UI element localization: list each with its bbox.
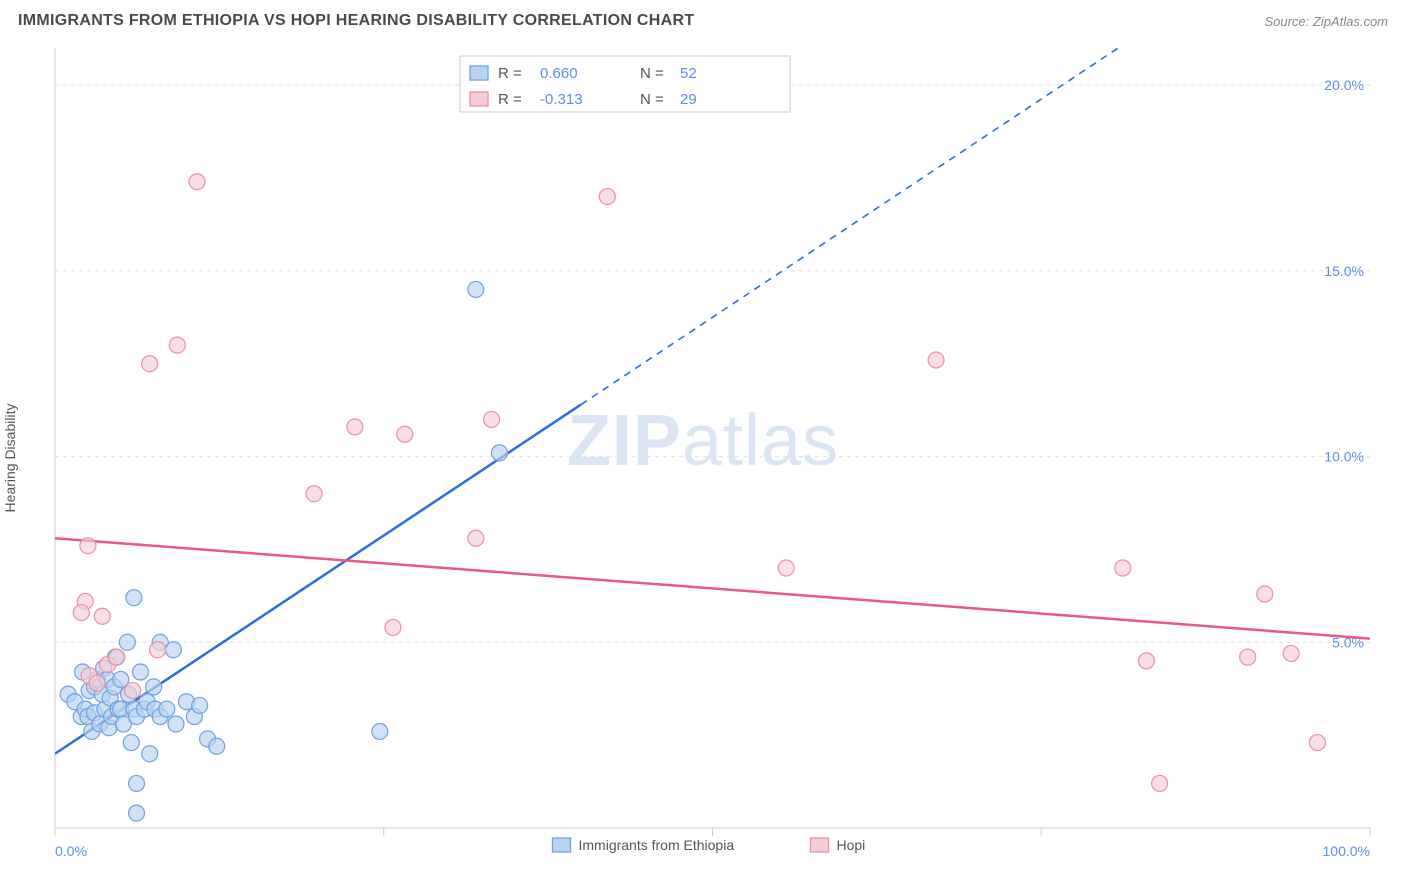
svg-text:29: 29 [680, 91, 697, 108]
svg-text:15.0%: 15.0% [1324, 263, 1364, 279]
svg-text:N =: N = [640, 65, 664, 82]
svg-text:Hopi: Hopi [837, 837, 866, 853]
svg-text:N =: N = [640, 91, 664, 108]
svg-text:52: 52 [680, 65, 697, 82]
svg-text:R =: R = [498, 65, 522, 82]
source-attribution: Source: ZipAtlas.com [1264, 14, 1388, 29]
correlation-chart: 5.0%10.0%15.0%20.0%0.0%100.0%R =0.660N =… [0, 38, 1406, 878]
svg-text:10.0%: 10.0% [1324, 449, 1364, 465]
y-axis-label: Hearing Disability [2, 404, 18, 513]
svg-text:-0.313: -0.313 [540, 91, 583, 108]
header: IMMIGRANTS FROM ETHIOPIA VS HOPI HEARING… [0, 0, 1406, 38]
svg-text:20.0%: 20.0% [1324, 77, 1364, 93]
svg-text:R =: R = [498, 91, 522, 108]
svg-text:0.0%: 0.0% [55, 843, 87, 859]
svg-text:0.660: 0.660 [540, 65, 578, 82]
svg-text:Immigrants from Ethiopia: Immigrants from Ethiopia [579, 837, 735, 853]
svg-text:100.0%: 100.0% [1323, 843, 1370, 859]
chart-container: Hearing Disability ZIPatlas 5.0%10.0%15.… [0, 38, 1406, 878]
page-title: IMMIGRANTS FROM ETHIOPIA VS HOPI HEARING… [18, 12, 694, 30]
